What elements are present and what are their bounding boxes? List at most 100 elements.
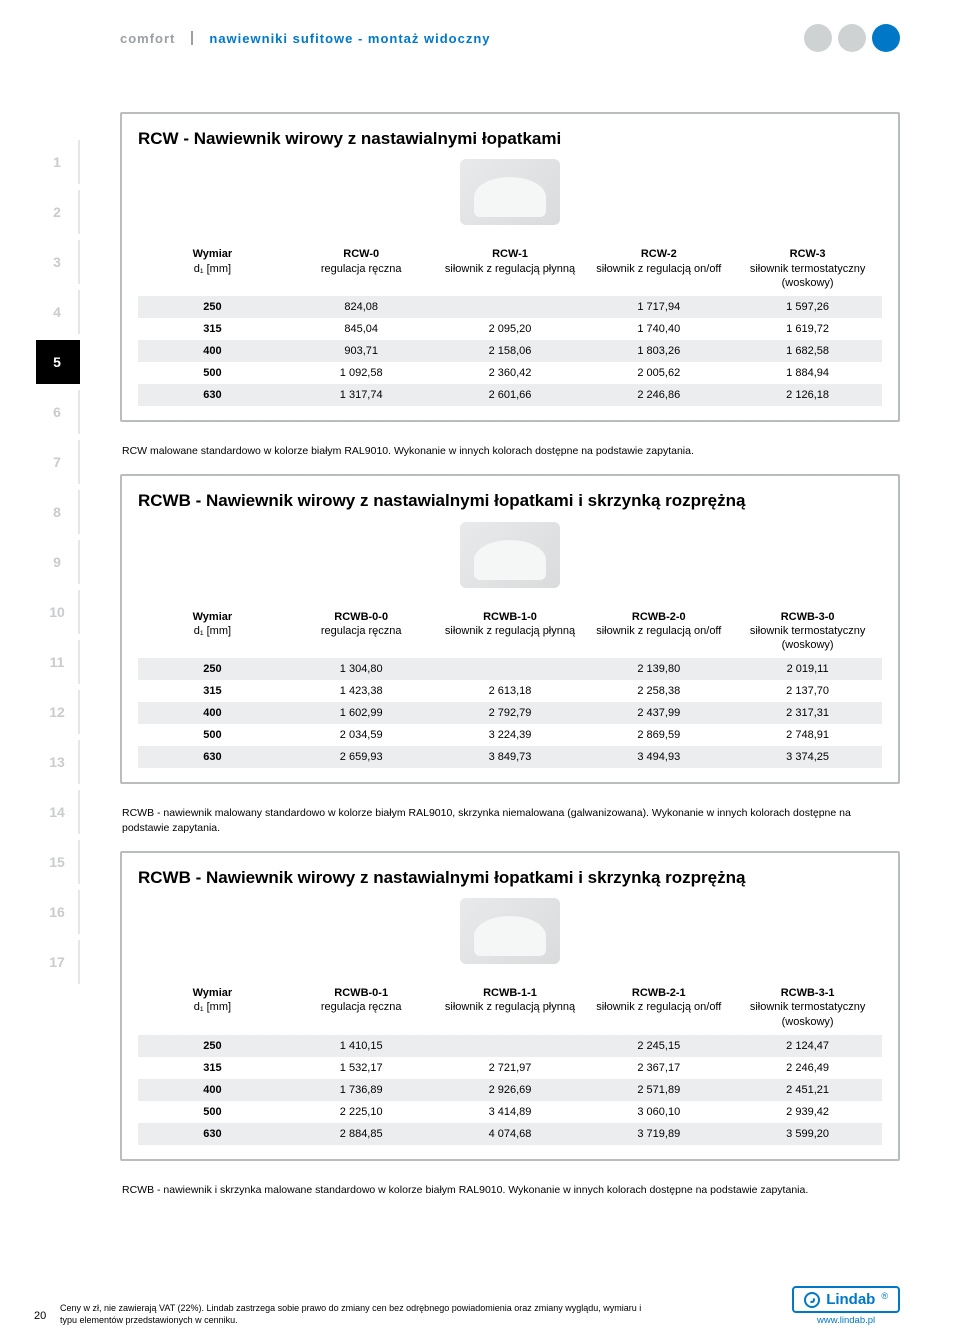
column-header: Wymiard₁ [mm] bbox=[138, 604, 287, 659]
table-cell: 845,04 bbox=[287, 318, 436, 340]
table-cell: 400 bbox=[138, 340, 287, 362]
table-cell: 315 bbox=[138, 680, 287, 702]
sidebar-tab-14[interactable]: 14 bbox=[36, 790, 80, 834]
table-cell: 2 939,42 bbox=[733, 1101, 882, 1123]
column-header: RCW-0regulacja ręczna bbox=[287, 241, 436, 296]
table-row: 250824,08 1 717,941 597,26 bbox=[138, 296, 882, 318]
logo-box: Lindab ® bbox=[792, 1286, 900, 1313]
sidebar-tab-4[interactable]: 4 bbox=[36, 290, 80, 334]
table-cell: 824,08 bbox=[287, 296, 436, 318]
table-cell: 1 717,94 bbox=[584, 296, 733, 318]
table-cell: 2 245,15 bbox=[584, 1035, 733, 1057]
sidebar-tab-17[interactable]: 17 bbox=[36, 940, 80, 984]
table-cell: 3 494,93 bbox=[584, 746, 733, 768]
table-cell: 2 613,18 bbox=[436, 680, 585, 702]
column-header: RCWB-3-0siłownik termostatyczny (woskowy… bbox=[733, 604, 882, 659]
table-cell: 2 158,06 bbox=[436, 340, 585, 362]
dot-icon bbox=[804, 24, 832, 52]
sidebar-tab-10[interactable]: 10 bbox=[36, 590, 80, 634]
table-row: 3151 532,172 721,972 367,172 246,49 bbox=[138, 1057, 882, 1079]
table-row: 6302 659,933 849,733 494,933 374,25 bbox=[138, 746, 882, 768]
table-cell: 1 803,26 bbox=[584, 340, 733, 362]
divider-icon bbox=[191, 31, 193, 45]
registered-icon: ® bbox=[881, 1291, 888, 1301]
table-cell: 2 246,49 bbox=[733, 1057, 882, 1079]
table-row: 6301 317,742 601,662 246,862 126,18 bbox=[138, 384, 882, 406]
header-dots bbox=[804, 24, 900, 52]
table-cell: 1 740,40 bbox=[584, 318, 733, 340]
table-rcw: Wymiard₁ [mm]RCW-0regulacja ręcznaRCW-1s… bbox=[138, 241, 882, 406]
product-image-icon bbox=[460, 522, 560, 588]
table-cell: 2 258,38 bbox=[584, 680, 733, 702]
footer-disclaimer: Ceny w zł, nie zawierają VAT (22%). Lind… bbox=[60, 1302, 660, 1326]
table-cell: 2 225,10 bbox=[287, 1101, 436, 1123]
section-rcwb-1: RCWB - Nawiewnik wirowy z nastawialnymi … bbox=[120, 851, 900, 1161]
table-cell: 500 bbox=[138, 362, 287, 384]
table-cell: 2 317,31 bbox=[733, 702, 882, 724]
table-row: 2501 304,80 2 139,802 019,11 bbox=[138, 658, 882, 680]
section-rcw: RCW - Nawiewnik wirowy z nastawialnymi ł… bbox=[120, 112, 900, 422]
table-cell: 1 597,26 bbox=[733, 296, 882, 318]
sidebar-tab-8[interactable]: 8 bbox=[36, 490, 80, 534]
table-cell: 1 092,58 bbox=[287, 362, 436, 384]
table-cell: 315 bbox=[138, 318, 287, 340]
table-cell: 3 599,20 bbox=[733, 1123, 882, 1145]
table-cell: 2 246,86 bbox=[584, 384, 733, 406]
sidebar-tab-12[interactable]: 12 bbox=[36, 690, 80, 734]
table-cell: 2 137,70 bbox=[733, 680, 882, 702]
table-cell: 2 884,85 bbox=[287, 1123, 436, 1145]
lindab-logo: Lindab ® www.lindab.pl bbox=[792, 1286, 900, 1326]
brand-label: comfort bbox=[120, 31, 175, 46]
sidebar-tab-2[interactable]: 2 bbox=[36, 190, 80, 234]
section-title: RCW - Nawiewnik wirowy z nastawialnymi ł… bbox=[138, 128, 882, 149]
table-cell: 3 414,89 bbox=[436, 1101, 585, 1123]
column-header: RCW-2siłownik z regulacją on/off bbox=[584, 241, 733, 296]
note-rcwb-0: RCWB - nawiewnik malowany standardowo w … bbox=[122, 806, 898, 834]
dot-icon bbox=[838, 24, 866, 52]
table-cell bbox=[436, 1035, 585, 1057]
table-cell: 2 005,62 bbox=[584, 362, 733, 384]
table-cell: 315 bbox=[138, 1057, 287, 1079]
table-cell: 2 721,97 bbox=[436, 1057, 585, 1079]
sidebar-tab-9[interactable]: 9 bbox=[36, 540, 80, 584]
table-cell: 1 317,74 bbox=[287, 384, 436, 406]
table-cell: 630 bbox=[138, 384, 287, 406]
sidebar-tab-1[interactable]: 1 bbox=[36, 140, 80, 184]
sidebar-tab-5[interactable]: 5 bbox=[36, 340, 80, 384]
product-image-icon bbox=[460, 898, 560, 964]
table-cell: 1 304,80 bbox=[287, 658, 436, 680]
sidebar-tab-16[interactable]: 16 bbox=[36, 890, 80, 934]
sidebar-tab-13[interactable]: 13 bbox=[36, 740, 80, 784]
sidebar-tab-3[interactable]: 3 bbox=[36, 240, 80, 284]
table-cell: 2 019,11 bbox=[733, 658, 882, 680]
table-cell: 2 792,79 bbox=[436, 702, 585, 724]
sidebar-tab-15[interactable]: 15 bbox=[36, 840, 80, 884]
table-cell: 2 126,18 bbox=[733, 384, 882, 406]
table-row: 5001 092,582 360,422 005,621 884,94 bbox=[138, 362, 882, 384]
sidebar-tab-11[interactable]: 11 bbox=[36, 640, 80, 684]
column-header: RCWB-1-0siłownik z regulacją płynną bbox=[436, 604, 585, 659]
section-title: RCWB - Nawiewnik wirowy z nastawialnymi … bbox=[138, 490, 882, 511]
table-row: 6302 884,854 074,683 719,893 599,20 bbox=[138, 1123, 882, 1145]
table-cell: 3 849,73 bbox=[436, 746, 585, 768]
table-cell: 3 224,39 bbox=[436, 724, 585, 746]
page-header: comfort nawiewniki sufitowe - montaż wid… bbox=[120, 24, 900, 52]
table-cell: 400 bbox=[138, 1079, 287, 1101]
column-header: RCWB-3-1siłownik termostatyczny (woskowy… bbox=[733, 980, 882, 1035]
logo-text: Lindab bbox=[826, 1291, 875, 1308]
sidebar-tab-6[interactable]: 6 bbox=[36, 390, 80, 434]
table-cell: 2 748,91 bbox=[733, 724, 882, 746]
column-header: RCWB-1-1siłownik z regulacją płynną bbox=[436, 980, 585, 1035]
table-cell: 1 736,89 bbox=[287, 1079, 436, 1101]
column-header: RCWB-0-0regulacja ręczna bbox=[287, 604, 436, 659]
column-header: RCWB-0-1regulacja ręczna bbox=[287, 980, 436, 1035]
column-header: Wymiard₁ [mm] bbox=[138, 980, 287, 1035]
table-cell: 2 124,47 bbox=[733, 1035, 882, 1057]
table-cell: 1 619,72 bbox=[733, 318, 882, 340]
table-cell: 2 139,80 bbox=[584, 658, 733, 680]
header-subtitle: nawiewniki sufitowe - montaż widoczny bbox=[209, 31, 490, 46]
table-cell: 250 bbox=[138, 658, 287, 680]
table-cell: 250 bbox=[138, 296, 287, 318]
sidebar-tab-7[interactable]: 7 bbox=[36, 440, 80, 484]
table-cell: 2 926,69 bbox=[436, 1079, 585, 1101]
